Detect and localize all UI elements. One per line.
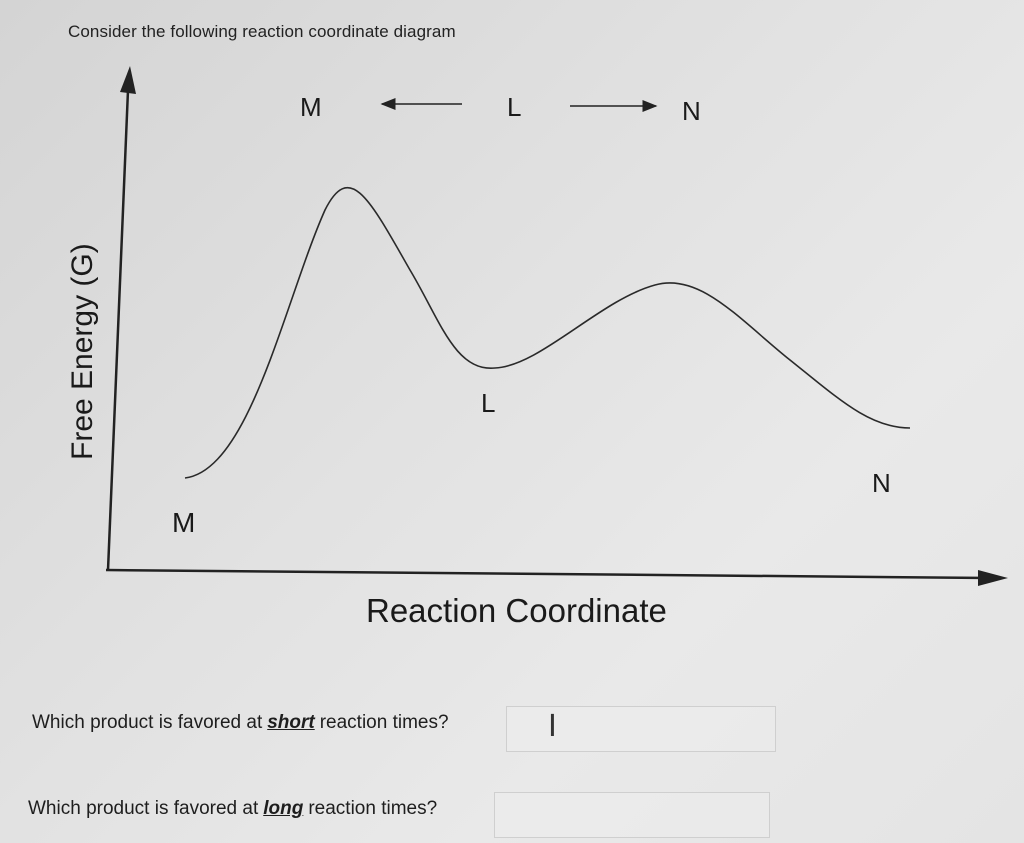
point-label-l: L bbox=[481, 388, 495, 418]
question-short-suffix: reaction times? bbox=[319, 712, 449, 733]
question-short-keyword: short bbox=[267, 712, 315, 733]
x-axis-label: Reaction Coordinate bbox=[366, 592, 667, 629]
scheme-label-m: M bbox=[300, 92, 322, 122]
question-long: Which product is favored at long reactio… bbox=[28, 798, 437, 820]
question-long-suffix: reaction times? bbox=[308, 798, 438, 819]
point-label-n: N bbox=[872, 468, 891, 498]
scheme-label-l: L bbox=[507, 92, 521, 122]
x-axis bbox=[105, 568, 991, 580]
long-answer-input[interactable] bbox=[494, 792, 770, 838]
x-axis-arrowhead bbox=[978, 570, 1008, 586]
short-answer-input[interactable] bbox=[506, 706, 776, 752]
y-axis-arrowhead bbox=[120, 66, 136, 94]
energy-curve bbox=[184, 186, 911, 479]
text-cursor-icon: I bbox=[548, 709, 557, 744]
question-short-text: Which product is favored at bbox=[32, 712, 263, 733]
question-long-text: Which product is favored at bbox=[28, 798, 259, 819]
y-axis bbox=[106, 89, 130, 571]
question-long-keyword: long bbox=[263, 798, 304, 819]
y-axis-label: Free Energy (G) bbox=[66, 243, 99, 460]
question-title: Consider the following reaction coordina… bbox=[68, 22, 456, 41]
scheme-label-n: N bbox=[682, 96, 701, 126]
question-short: Which product is favored at short reacti… bbox=[32, 712, 449, 734]
point-label-m: M bbox=[172, 507, 195, 538]
